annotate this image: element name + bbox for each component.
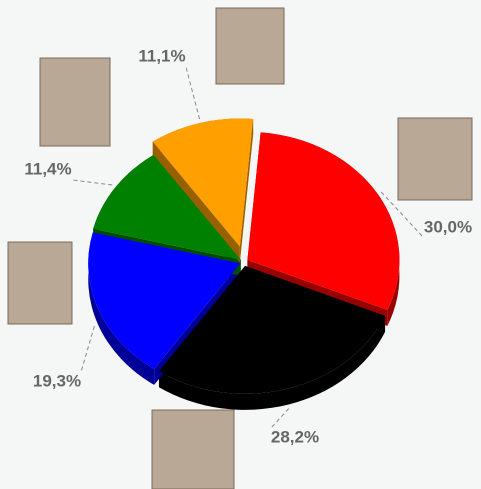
slice <box>247 132 400 310</box>
leader-line <box>80 326 95 373</box>
slice-side <box>239 119 254 263</box>
leader-line <box>71 179 113 186</box>
slice-side <box>152 141 240 263</box>
slice-side <box>158 315 386 410</box>
data-label: 19,3% <box>33 371 81 390</box>
slice <box>152 118 254 247</box>
data-label: 30,0% <box>424 217 472 236</box>
slice <box>93 154 241 260</box>
photo <box>151 409 235 489</box>
leader-line <box>270 408 290 429</box>
data-label: 11,1% <box>138 46 185 65</box>
photo <box>7 241 73 325</box>
photo <box>39 57 111 147</box>
slice <box>158 265 386 394</box>
leader-line <box>380 191 425 239</box>
slice-side <box>88 232 155 385</box>
photo <box>397 117 473 201</box>
data-label: 11,4% <box>24 159 71 178</box>
photo <box>215 7 285 85</box>
leader-line <box>185 66 201 120</box>
slice <box>88 232 241 369</box>
data-label: 28,2% <box>271 427 319 446</box>
